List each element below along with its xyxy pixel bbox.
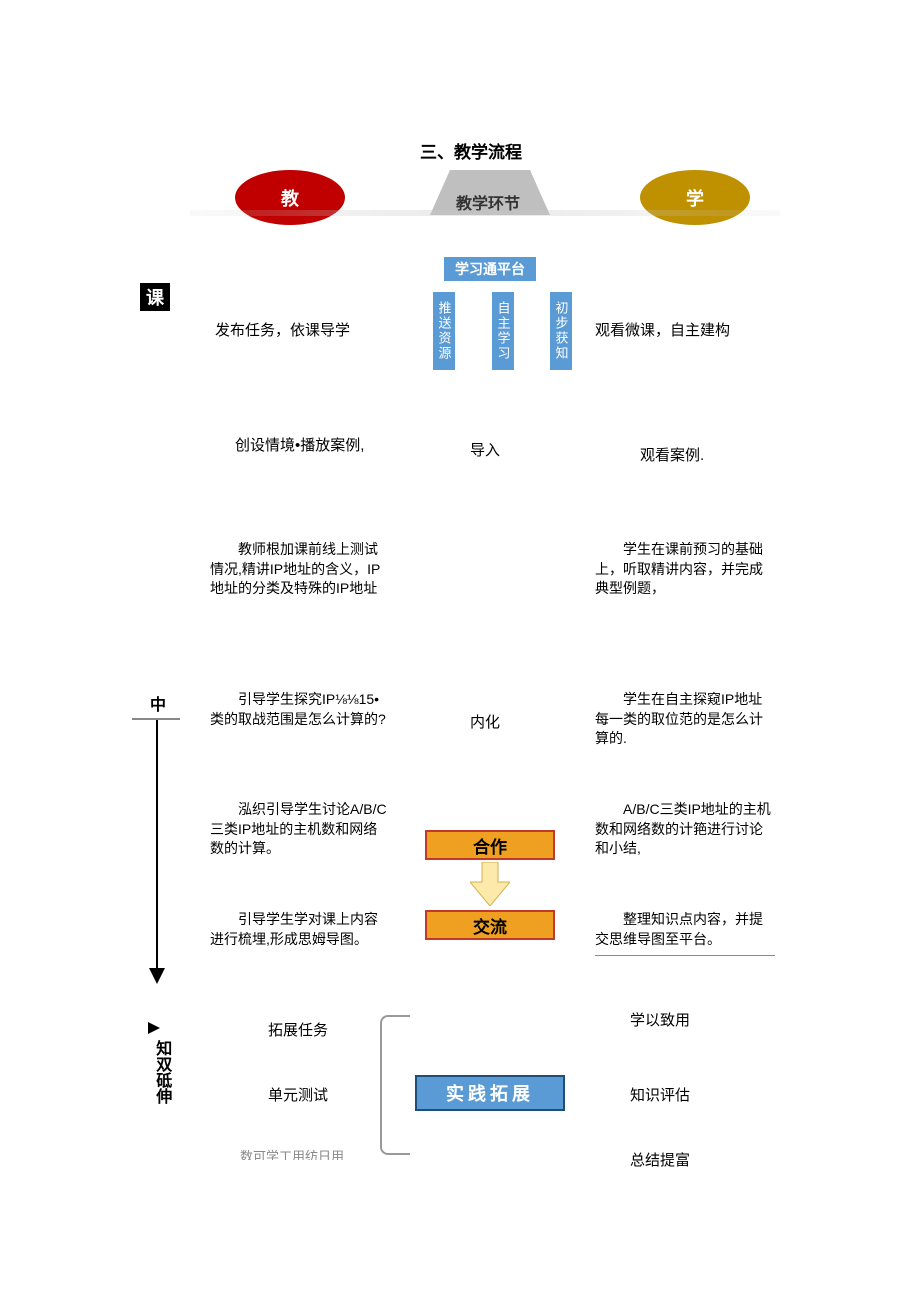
row1-v3: 初步获知 <box>550 292 572 370</box>
practice-box: 实践拓展 <box>415 1075 565 1111</box>
row2-center: 导入 <box>470 440 500 461</box>
row1-v2: 自主学习 <box>492 292 514 370</box>
platform-box: 学习通平台 <box>444 257 536 281</box>
arrow-right-icon <box>148 1022 160 1034</box>
bottom-right3: 总结提富 <box>630 1150 690 1171</box>
bottom-left1: 拓展任务 <box>268 1020 328 1041</box>
bottom-right1: 学以致用 <box>630 1010 690 1031</box>
exchange-box: 交流 <box>425 910 555 940</box>
teach-ellipse: 教 <box>235 170 345 225</box>
row6-left: 引导学生学对课上内容进行梳埋,形成思姆导图。 <box>210 910 390 949</box>
yellow-arrow-icon <box>470 862 510 906</box>
learn-ellipse: 学 <box>640 170 750 225</box>
row1-right: 观看微课，自主建构 <box>595 320 730 341</box>
bracket-shape <box>380 1015 410 1155</box>
row4-left: 引导学生探究IP⅛⅛15•类的取战范围是怎么计算的? <box>210 690 390 729</box>
bottom-left3: 数可学工用纺日用 <box>240 1148 344 1160</box>
bottom-right2: 知识评估 <box>630 1085 690 1106</box>
row2-left: 创设情境•播放案例, <box>235 435 364 456</box>
row4-center: 内化 <box>470 712 500 733</box>
bottom-left2: 单元测试 <box>268 1085 328 1106</box>
row3-left: 教师根加课前线上测试情况,精讲IP地址的含义，IP地址的分类及特殊的IP地址 <box>210 540 390 599</box>
header-gradient <box>190 210 780 216</box>
row5-left: 泓织引导学生讨论A/B/C三类IP地址的主机数和网络数的计算。 <box>210 800 390 859</box>
row2-right: 观看案例. <box>640 445 704 466</box>
row4-right: 学生在自主探窥IP地址每一类的取位范的是怎么计算的. <box>595 690 770 749</box>
cooperate-box: 合作 <box>425 830 555 860</box>
row1-left: 发布任务，依课导学 <box>215 320 350 341</box>
row5-right: A/B/C三类IP地址的主机数和网络数的计筢进行讨论和小结, <box>595 800 775 859</box>
row3-right: 学生在课前预习的基础上，听取精讲内容，并完成典型例题， <box>595 540 765 599</box>
row1-v1: 推送资源 <box>433 292 455 370</box>
row6-right: 整理知识点内容，并提交思维导图至平台。 <box>595 910 775 949</box>
section-vertical-label: 知双砥伸 <box>152 1040 171 1104</box>
row4-side: 中 <box>150 695 166 717</box>
page-title: 三、教学流程 <box>420 138 522 163</box>
row6-hr <box>595 955 775 956</box>
vertical-line <box>156 720 158 970</box>
arrow-down-icon <box>149 968 165 984</box>
ke-box: 课 <box>140 283 170 311</box>
